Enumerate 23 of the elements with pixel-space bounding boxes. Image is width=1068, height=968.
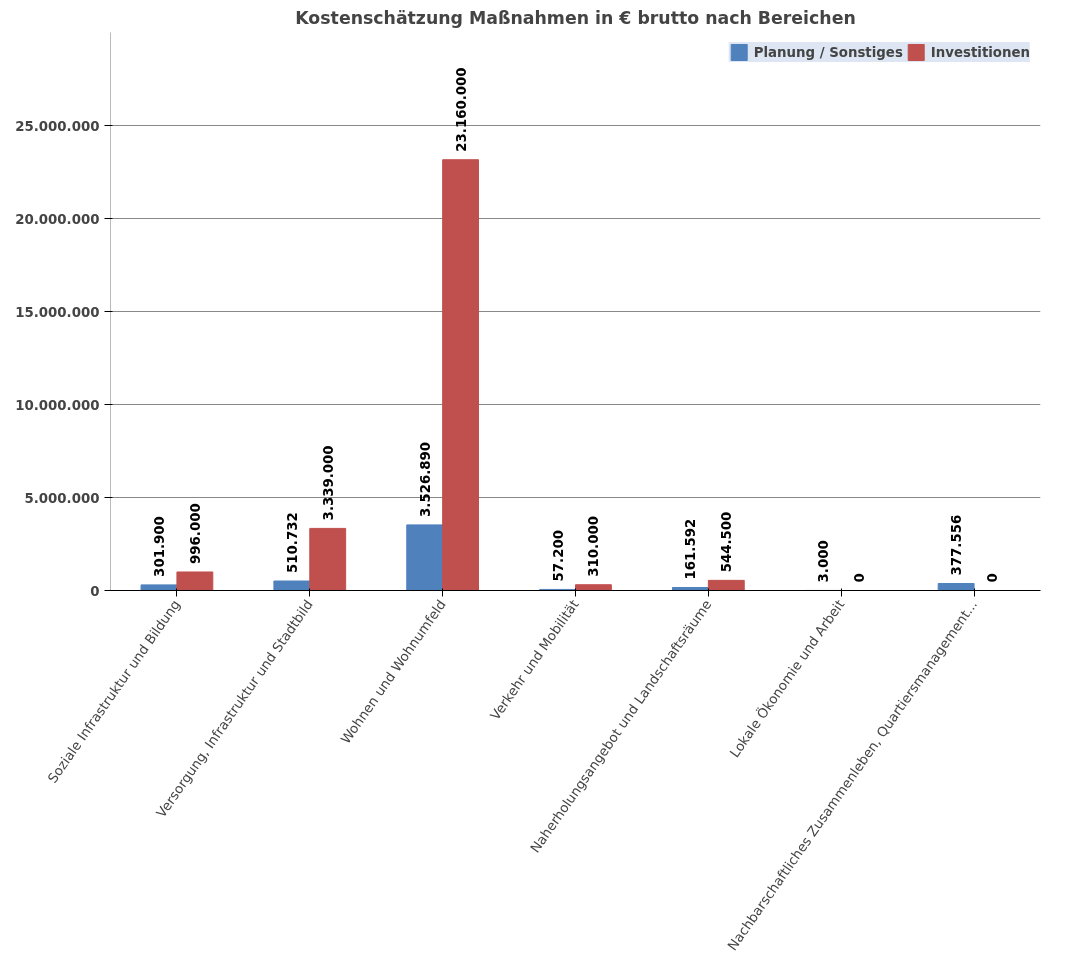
y-tick-label: 10.000.000 (15, 397, 100, 413)
data-label: 301.900 (151, 516, 167, 577)
data-label: 0 (985, 573, 1001, 583)
legend-label: Planung / Sonstiges (753, 44, 903, 60)
data-label: 57.200 (550, 530, 566, 582)
chart-title: Kostenschätzung Maßnahmen in € brutto nach Bereichen (295, 7, 856, 28)
y-tick-label: 20.000.000 (15, 211, 100, 227)
y-tick-label: 0 (90, 583, 100, 599)
data-label: 161.592 (683, 518, 699, 580)
data-label: 377.556 (949, 514, 965, 576)
data-label: 3.339.000 (320, 445, 336, 521)
data-label: 544.500 (719, 511, 735, 573)
data-label: 0 (852, 573, 868, 583)
data-label: 3.000 (816, 540, 832, 583)
y-tick-label: 5.000.000 (24, 490, 100, 506)
data-label: 310.000 (586, 516, 602, 577)
data-label: 23.160.000 (453, 67, 469, 152)
y-tick-label: 25.000.000 (15, 118, 100, 134)
legend-label: Investitionen (930, 44, 1030, 60)
data-label: 510.732 (284, 512, 300, 573)
y-tick-label: 15.000.000 (15, 304, 100, 320)
data-label: 3.526.890 (417, 441, 433, 517)
data-label: 996.000 (187, 503, 203, 564)
